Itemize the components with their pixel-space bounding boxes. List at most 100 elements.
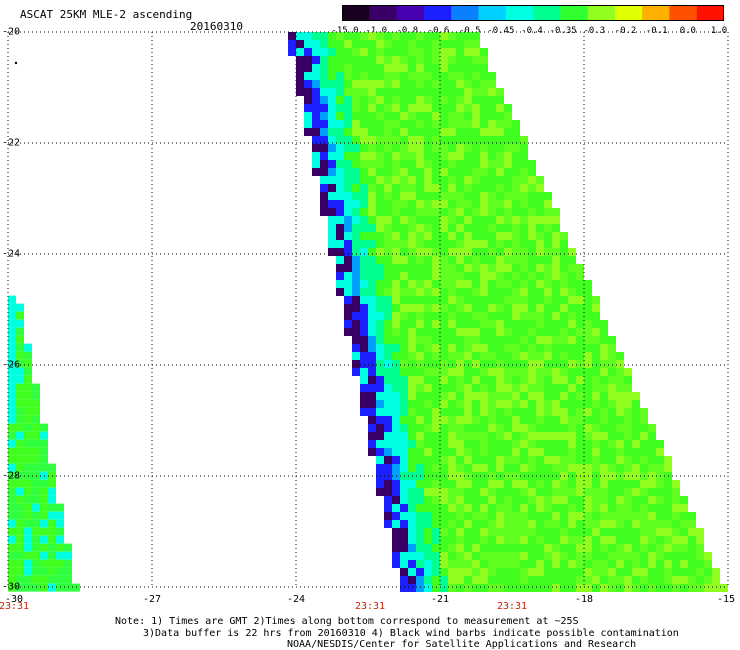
swath-cell — [312, 48, 320, 56]
swath-cell — [576, 304, 584, 312]
swath-cell — [640, 472, 648, 480]
swath-cell — [424, 64, 432, 72]
swath-cell — [424, 288, 432, 296]
swath-cell — [712, 568, 720, 576]
swath-cell — [528, 400, 536, 408]
swath-cell — [544, 424, 552, 432]
swath-cell — [472, 328, 480, 336]
swath-cell — [432, 120, 440, 128]
swath-cell — [624, 424, 632, 432]
swath-cell — [632, 400, 640, 408]
swath-cell — [648, 472, 656, 480]
swath-cell — [344, 248, 352, 256]
swath-cell — [656, 440, 664, 448]
swath-cell — [464, 400, 472, 408]
swath-cell — [312, 144, 320, 152]
swath-cell — [432, 376, 440, 384]
swath-cell — [560, 456, 568, 464]
swath-cell — [488, 88, 496, 96]
swath-cell — [528, 568, 536, 576]
swath-cell — [560, 368, 568, 376]
swath-cell — [456, 88, 464, 96]
swath-cell — [496, 200, 504, 208]
swath-cell — [352, 64, 360, 72]
swath-cell — [696, 584, 704, 592]
swath-cell — [464, 368, 472, 376]
swath-cell — [488, 520, 496, 528]
swath-cell — [504, 200, 512, 208]
swath-cell — [472, 280, 480, 288]
swath-cell — [448, 176, 456, 184]
swath-cell — [456, 408, 464, 416]
swath-cell — [440, 448, 448, 456]
swath-cell — [448, 80, 456, 88]
swath-cell — [456, 48, 464, 56]
swath-cell — [672, 544, 680, 552]
swath-cell — [400, 80, 408, 88]
swath-cell — [448, 48, 456, 56]
swath-cell — [392, 232, 400, 240]
swath-cell — [408, 112, 416, 120]
swath-cell — [440, 312, 448, 320]
swath-cell — [432, 272, 440, 280]
swath-cell — [400, 536, 408, 544]
swath-cell — [424, 216, 432, 224]
swath-cell — [344, 160, 352, 168]
swath-cell — [576, 336, 584, 344]
swath-cell — [8, 543, 16, 552]
swath-cell — [472, 416, 480, 424]
swath-cell — [640, 424, 648, 432]
swath-cell — [480, 56, 488, 64]
swath-cell — [584, 296, 592, 304]
swath-cell — [400, 288, 408, 296]
swath-cell — [456, 288, 464, 296]
swath-cell — [512, 528, 520, 536]
swath-cell — [400, 152, 408, 160]
swath-cell — [456, 256, 464, 264]
swath-cell — [528, 176, 536, 184]
swath-cell — [328, 56, 336, 64]
swath-cell — [536, 208, 544, 216]
swath-cell — [384, 136, 392, 144]
swath-cell — [496, 424, 504, 432]
swath-cell — [416, 368, 424, 376]
swath-cell — [648, 488, 656, 496]
swath-cell — [448, 304, 456, 312]
swath-cell — [608, 528, 616, 536]
swath-cell — [640, 440, 648, 448]
swath-cell — [480, 392, 488, 400]
swath-cell — [408, 480, 416, 488]
swath-cell — [600, 512, 608, 520]
swath-cell — [400, 264, 408, 272]
swath-cell — [24, 495, 32, 504]
swath-cell — [448, 144, 456, 152]
swath-cell — [368, 40, 376, 48]
swath-cell — [440, 216, 448, 224]
swath-cell — [424, 496, 432, 504]
swath-cell — [432, 560, 440, 568]
swath-cell — [328, 224, 336, 232]
swath-cell — [680, 512, 688, 520]
swath-cell — [536, 232, 544, 240]
swath-cell — [528, 384, 536, 392]
swath-cell — [504, 376, 512, 384]
swath-cell — [520, 456, 528, 464]
swath-cell — [448, 488, 456, 496]
swath-cell — [408, 88, 416, 96]
swath-cell — [512, 328, 520, 336]
swath-cell — [472, 552, 480, 560]
swath-cell — [304, 48, 312, 56]
swath-cell — [616, 504, 624, 512]
swath-cell — [448, 472, 456, 480]
swath-cell — [344, 216, 352, 224]
swath-cell — [504, 120, 512, 128]
swath-cell — [56, 535, 64, 544]
swath-cell — [392, 304, 400, 312]
swath-cell — [632, 544, 640, 552]
swath-cell — [464, 208, 472, 216]
swath-cell — [480, 224, 488, 232]
swath-cell — [8, 351, 16, 360]
swath-cell — [288, 48, 296, 56]
swath-cell — [544, 512, 552, 520]
swath-cell — [624, 368, 632, 376]
